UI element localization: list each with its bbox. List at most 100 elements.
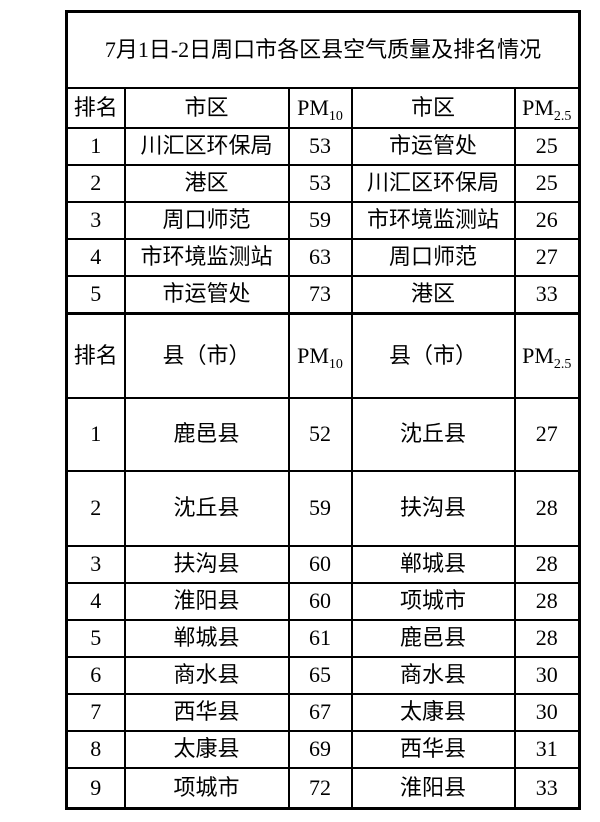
rank-cell: 4 [65,238,126,277]
county-rows: 1 鹿邑县 52 沈丘县 27 2 沈丘县 59 扶沟县 28 3 扶沟县 60 郸城县 28 4 淮阳县 60 项… [65,397,581,809]
table-row: 5 市运管处 73 港区 33 [65,275,581,314]
pm10-subscript: 10 [328,108,343,124]
rank-cell: 9 [65,767,126,809]
table-row: 8 太康县 69 西华县 31 [65,730,581,769]
area-cell-pm25: 港区 [350,275,516,314]
area-cell-pm10: 西华县 [123,693,290,732]
table-row: 2 港区 53 川汇区环保局 25 [65,164,581,203]
area-cell-pm25: 西华县 [350,730,516,769]
pm25-value-cell: 33 [513,275,581,314]
table-row: 2 沈丘县 59 扶沟县 28 [65,470,581,547]
pm10-value-cell: 59 [287,201,353,240]
rank-cell: 8 [65,730,126,769]
area-cell-pm25: 沈丘县 [350,397,516,472]
pm10-value-cell: 52 [287,397,353,472]
area-cell-pm25: 鹿邑县 [350,619,516,658]
col-header-pm25: PM2.5 [513,311,581,399]
rank-cell: 2 [65,164,126,203]
area-cell-pm25: 周口师范 [350,238,516,277]
col-header-pm10: PM10 [287,311,353,399]
title-row: 7月1日-2日周口市各区县空气质量及排名情况 [65,10,581,89]
pm10-value-cell: 61 [287,619,353,658]
pm25-value-cell: 28 [513,582,581,621]
table-row: 3 周口师范 59 市环境监测站 26 [65,201,581,240]
area-cell-pm10: 扶沟县 [123,545,290,584]
col-header-district-left: 市区 [123,87,290,129]
pm10-value-cell: 59 [287,470,353,547]
pm25-value-cell: 28 [513,619,581,658]
area-cell-pm25: 淮阳县 [350,767,516,809]
rank-cell: 1 [65,127,126,166]
table-row: 9 项城市 72 淮阳县 33 [65,767,581,809]
pm10-label: PM [297,94,329,120]
area-cell-pm10: 港区 [123,164,290,203]
area-cell-pm10: 川汇区环保局 [123,127,290,166]
pm10-value-cell: 53 [287,164,353,203]
rank-cell: 7 [65,693,126,732]
pm25-value-cell: 28 [513,470,581,547]
pm10-value-cell: 60 [287,545,353,584]
pm25-value-cell: 33 [513,767,581,809]
col-header-district-right: 市区 [350,87,516,129]
pm25-value-cell: 27 [513,397,581,472]
area-cell-pm25: 市运管处 [350,127,516,166]
col-header-rank: 排名 [65,311,126,399]
pm25-value-cell: 25 [513,127,581,166]
col-header-county-left: 县（市） [123,311,290,399]
rank-cell: 3 [65,545,126,584]
county-header-row: 排名 县（市） PM10 县（市） PM2.5 [65,311,581,399]
pm25-label: PM [522,342,554,368]
rank-cell: 2 [65,470,126,547]
city-header-row: 排名 市区 PM10 市区 PM2.5 [65,87,581,129]
pm10-value-cell: 67 [287,693,353,732]
pm25-value-cell: 30 [513,656,581,695]
table-row: 6 商水县 65 商水县 30 [65,656,581,695]
pm25-value-cell: 25 [513,164,581,203]
pm25-subscript: 2.5 [553,356,572,372]
table-row: 4 市环境监测站 63 周口师范 27 [65,238,581,277]
rank-cell: 3 [65,201,126,240]
area-cell-pm10: 项城市 [123,767,290,809]
pm10-label: PM [297,342,329,368]
area-cell-pm10: 淮阳县 [123,582,290,621]
pm10-value-cell: 60 [287,582,353,621]
pm25-value-cell: 28 [513,545,581,584]
area-cell-pm10: 鹿邑县 [123,397,290,472]
air-quality-ranking-table: 7月1日-2日周口市各区县空气质量及排名情况 排名 市区 PM10 市区 PM2… [65,10,582,810]
pm25-label: PM [522,94,554,120]
col-header-pm25: PM2.5 [513,87,581,129]
area-cell-pm25: 川汇区环保局 [350,164,516,203]
rank-cell: 5 [65,619,126,658]
area-cell-pm10: 太康县 [123,730,290,769]
pm25-value-cell: 31 [513,730,581,769]
pm10-value-cell: 53 [287,127,353,166]
table-row: 5 郸城县 61 鹿邑县 28 [65,619,581,658]
col-header-pm10: PM10 [287,87,353,129]
col-header-rank: 排名 [65,87,126,129]
pm10-value-cell: 73 [287,275,353,314]
area-cell-pm25: 市环境监测站 [350,201,516,240]
city-rows: 1 川汇区环保局 53 市运管处 25 2 港区 53 川汇区环保局 25 3 周口师范 59 市环境监测… [65,127,581,314]
area-cell-pm25: 扶沟县 [350,470,516,547]
area-cell-pm10: 市环境监测站 [123,238,290,277]
area-cell-pm10: 商水县 [123,656,290,695]
pm10-value-cell: 69 [287,730,353,769]
area-cell-pm25: 商水县 [350,656,516,695]
rank-cell: 1 [65,397,126,472]
pm10-value-cell: 63 [287,238,353,277]
table-row: 1 川汇区环保局 53 市运管处 25 [65,127,581,166]
area-cell-pm25: 太康县 [350,693,516,732]
table-row: 3 扶沟县 60 郸城县 28 [65,545,581,584]
pm10-value-cell: 65 [287,656,353,695]
pm10-subscript: 10 [328,356,343,372]
rank-cell: 4 [65,582,126,621]
area-cell-pm10: 市运管处 [123,275,290,314]
pm25-value-cell: 30 [513,693,581,732]
area-cell-pm25: 项城市 [350,582,516,621]
area-cell-pm10: 沈丘县 [123,470,290,547]
table-row: 1 鹿邑县 52 沈丘县 27 [65,397,581,472]
table-title: 7月1日-2日周口市各区县空气质量及排名情况 [65,10,581,89]
area-cell-pm10: 周口师范 [123,201,290,240]
pm25-value-cell: 26 [513,201,581,240]
